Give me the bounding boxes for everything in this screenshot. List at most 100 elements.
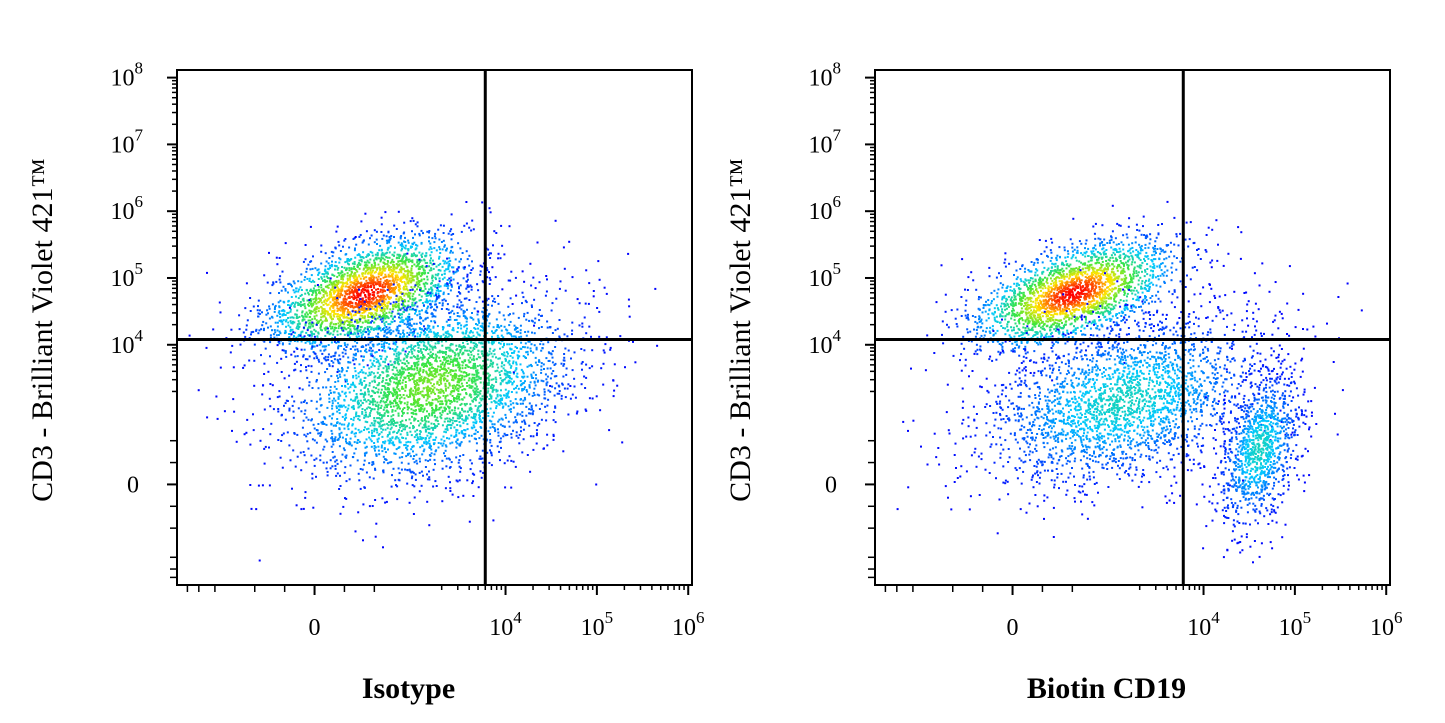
- event-dot: [519, 402, 522, 405]
- event-dot: [454, 353, 457, 356]
- event-dot: [360, 260, 363, 263]
- event-dot: [376, 438, 379, 441]
- event-dot: [384, 382, 387, 385]
- event-dot: [394, 452, 397, 455]
- event-dot: [466, 342, 469, 345]
- event-dot: [494, 300, 497, 303]
- event-dot: [345, 298, 348, 301]
- event-dot: [393, 251, 396, 254]
- event-dot: [257, 332, 260, 335]
- event-dot: [369, 250, 372, 253]
- event-dot: [360, 281, 363, 284]
- event-dot: [551, 332, 554, 334]
- event-dot: [498, 450, 501, 453]
- event-dot: [313, 301, 316, 303]
- event-dot: [423, 424, 426, 426]
- event-dot: [385, 375, 388, 378]
- event-dot: [364, 319, 367, 322]
- event-dot: [443, 298, 446, 301]
- event-dot: [514, 386, 517, 389]
- event-dot: [563, 356, 566, 359]
- event-dot: [563, 333, 566, 336]
- event-dot: [344, 253, 347, 256]
- event-dot: [430, 269, 433, 272]
- event-dot: [340, 281, 343, 284]
- event-dot: [257, 299, 260, 302]
- event-dot: [327, 272, 329, 275]
- event-dot: [583, 316, 586, 319]
- event-dot: [359, 301, 361, 304]
- event-dot: [463, 325, 466, 328]
- event-dot: [305, 366, 307, 369]
- event-dot: [312, 325, 314, 328]
- event-dot: [332, 330, 335, 333]
- event-dot: [316, 335, 319, 338]
- event-dot: [490, 378, 493, 381]
- event-dot: [439, 379, 442, 382]
- event-dot: [552, 370, 555, 372]
- event-dot: [460, 402, 463, 405]
- event-dot: [408, 452, 411, 455]
- event-dot: [357, 399, 360, 402]
- event-dot: [361, 298, 364, 301]
- event-dot: [450, 213, 453, 216]
- event-dot: [443, 244, 446, 247]
- event-dot: [393, 266, 396, 269]
- event-dot: [373, 417, 376, 419]
- event-dot: [499, 423, 502, 426]
- event-dot: [326, 271, 329, 274]
- event-dot: [318, 432, 321, 435]
- event-dot: [373, 259, 376, 262]
- event-dot: [406, 293, 409, 296]
- event-dot: [360, 404, 362, 407]
- event-dot: [397, 286, 400, 289]
- event-dot: [428, 369, 431, 372]
- event-dot: [353, 279, 356, 282]
- event-dot: [383, 322, 386, 325]
- event-dot: [448, 437, 451, 440]
- event-dot: [496, 334, 499, 337]
- event-dot: [435, 289, 438, 292]
- event-dot: [411, 304, 414, 307]
- event-dot: [340, 303, 343, 306]
- event-dot: [303, 278, 306, 281]
- event-dot: [352, 298, 355, 301]
- event-dot: [370, 328, 373, 331]
- event-dot: [410, 269, 413, 272]
- event-dot: [321, 312, 324, 315]
- event-dot: [441, 409, 444, 412]
- event-dot: [386, 242, 389, 245]
- event-dot: [335, 405, 338, 408]
- event-dot: [390, 461, 393, 464]
- event-dot: [368, 304, 371, 306]
- event-dot: [367, 305, 369, 308]
- event-dot: [542, 380, 545, 383]
- event-dot: [413, 329, 416, 331]
- event-dot: [507, 314, 510, 317]
- event-dot: [337, 292, 340, 295]
- event-dot: [470, 341, 472, 344]
- event-dot: [329, 386, 332, 388]
- event-dot: [406, 374, 409, 377]
- event-dot: [291, 395, 294, 398]
- event-dot: [281, 342, 284, 345]
- event-dot: [406, 408, 409, 411]
- event-dot: [340, 423, 343, 426]
- event-dot: [336, 358, 339, 361]
- event-dot: [206, 416, 209, 419]
- event-dot: [346, 425, 349, 428]
- event-dot: [461, 418, 464, 421]
- event-dot: [345, 328, 348, 331]
- event-dot: [476, 365, 479, 368]
- event-dot: [388, 269, 391, 272]
- event-dot: [361, 321, 364, 324]
- event-dot: [487, 387, 490, 390]
- event-dot: [429, 242, 432, 245]
- event-dot: [493, 353, 496, 356]
- event-dot: [496, 326, 499, 328]
- event-dot: [349, 258, 352, 261]
- event-dot: [382, 408, 385, 411]
- event-dot: [395, 386, 398, 389]
- event-dot: [476, 388, 479, 391]
- event-dot: [334, 261, 337, 264]
